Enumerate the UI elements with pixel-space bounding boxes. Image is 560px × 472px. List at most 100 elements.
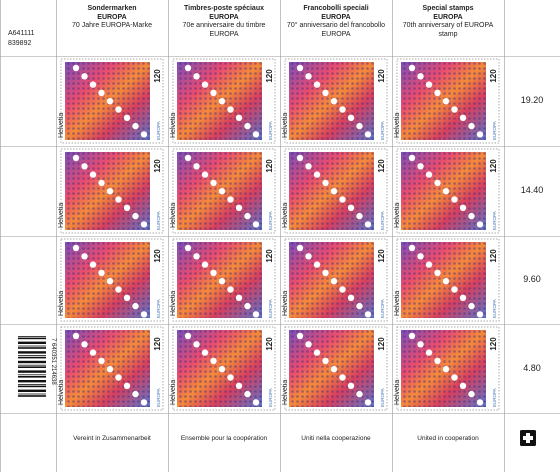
stamp-dot [72,332,80,340]
denomination: 120 [377,337,386,351]
footer-text: Vereint in Zusammenarbeit [73,435,151,442]
stamp-dot [476,311,484,318]
stamp-dot [330,98,338,105]
row-total: 19.20 [520,95,544,105]
stamp-dot [252,131,260,138]
country: Helvetia [394,380,401,405]
column-header: Timbres-poste spéciaux EUROPA 70e annivers… [169,5,279,39]
barcode-bar [18,347,46,349]
stamp-dot [193,163,200,170]
stamp-dot [322,179,329,187]
europa-logo: EUROPA [492,388,497,407]
denomination: 120 [489,159,498,173]
denomination: 120 [489,249,498,263]
stamp-dot [184,154,192,162]
stamp-dot [296,154,304,162]
stamp-dot [408,154,416,162]
header-series: EUROPA [433,13,463,21]
barcode-bar [18,384,46,385]
stamp-dot [115,196,122,203]
stamp: 120 Helvetia EUROPA [394,58,500,144]
stamp-dot [339,286,346,293]
stamp: 120 Helvetia EUROPA [170,326,276,411]
denomination: 120 [377,249,386,263]
stamp-dot [408,64,416,72]
stamp-dot [89,81,97,88]
control-number: 839892 [8,40,32,47]
column-header: Sondermarken EUROPA 70 Jahre EUROPA-Marke [57,5,167,31]
barcode-number: 7 640351 214638 [50,338,56,385]
stamp-dot [305,163,312,170]
header-kind: Special stamps [422,5,474,12]
stamp-dot [227,106,234,113]
stamp-dot [305,341,312,348]
stamp-dot [305,253,312,260]
denomination: 120 [265,69,274,83]
barcode-bar [18,389,46,392]
stamp-dot [235,114,243,121]
header-series: EUROPA [97,13,127,21]
europa-logo: EUROPA [156,299,161,318]
stamp-dot [132,390,139,398]
stamp-dot [81,253,88,260]
stamp-dot [184,244,192,252]
header-kind: Timbres-poste spéciaux [183,5,264,12]
stamp-dot [235,204,243,211]
country: Helvetia [170,203,177,228]
stamp-dot [140,131,148,138]
stamp-dot [201,81,209,88]
header-series: EUROPA [209,13,239,21]
barcode-bar [18,376,46,378]
stamp-dot [364,131,372,138]
stamp-dot [417,73,424,80]
barcode: 7 640351 214638 [18,336,56,397]
stamp-dot [193,341,200,348]
denomination: 120 [153,159,162,173]
stamp-dot [89,171,97,178]
denomination: 120 [265,159,274,173]
stamp-dot [106,98,114,105]
header-series: EUROPA [321,13,351,21]
denomination: 120 [489,69,498,83]
stamp-dot [72,154,80,162]
denomination: 120 [265,337,274,351]
stamp: 120 Helvetia EUROPA [170,238,276,322]
denomination: 120 [377,69,386,83]
stamp-dot [442,98,450,105]
stamp-dot [72,244,80,252]
country: Helvetia [170,380,177,405]
stamp: 120 Helvetia EUROPA [394,326,500,411]
post-logo-cross [523,433,533,443]
stamp-dot [218,98,226,105]
europa-logo: EUROPA [156,121,161,140]
stamp-dot [356,122,363,130]
stamp-dot [330,278,338,285]
stamp-dot [468,212,475,220]
stamp-dot [218,278,226,285]
stamp-dot [227,286,234,293]
country: Helvetia [394,291,401,316]
stamp-dot [417,253,424,260]
stamp-dot [347,114,355,121]
stamp-dot [201,261,209,268]
denomination: 120 [265,249,274,263]
stamp-dot [476,221,484,228]
stamp-dot [227,196,234,203]
stamp: 120 Helvetia EUROPA [58,326,164,411]
barcode-bar [18,341,46,344]
stamp-dot [106,366,114,373]
stamp: 120 Helvetia EUROPA [282,58,388,144]
stamp-dot [89,261,97,268]
stamp-dot [98,357,105,365]
stamp-dot [459,204,467,211]
stamp-dot [451,286,458,293]
country: Helvetia [58,113,65,138]
column-header: Special stamps EUROPA 70th anniversary of … [393,5,503,39]
stamp-dot [313,349,321,356]
stamp-dot [244,122,251,130]
stamp-dot [106,188,114,195]
stamp-dot [425,171,433,178]
stamp-dot [210,179,217,187]
barcode-bar [18,374,46,376]
stamp-dot [451,106,458,113]
